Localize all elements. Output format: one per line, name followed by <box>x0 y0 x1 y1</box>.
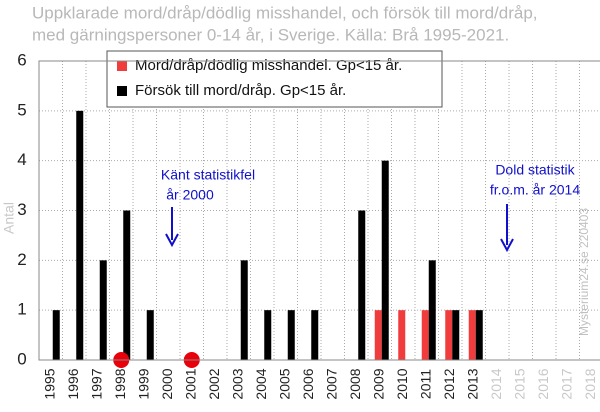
x-tick-label: 2016 <box>535 368 551 399</box>
bar <box>76 110 84 360</box>
x-tick-label: 2006 <box>300 368 316 399</box>
plot-frame <box>38 60 600 361</box>
legend-label: Mord/dråp/dödlig misshandel. Gp<15 år. <box>135 57 402 74</box>
y-tick-label: 1 <box>17 300 26 319</box>
annotation-arrow <box>500 238 514 253</box>
x-tick-label: 2008 <box>347 368 363 399</box>
x-tick-label: 2003 <box>229 368 245 399</box>
chart-title: med gärningspersoner 0-14 år, i Sverige.… <box>32 25 509 44</box>
x-tick-label: 2015 <box>511 368 527 399</box>
legend-label: Försök till mord/dråp. Gp<15 år. <box>135 82 346 99</box>
x-tick-label: 1999 <box>135 368 151 399</box>
annotation: år 2000 <box>166 187 214 203</box>
bar <box>452 310 460 360</box>
grid <box>39 60 600 361</box>
x-tick-label: 2000 <box>159 368 175 399</box>
bar <box>240 260 248 360</box>
bar <box>99 260 107 360</box>
x-tick-label: 2007 <box>323 368 339 399</box>
x-tick-label: 2004 <box>253 368 269 399</box>
x-tick-label: 2014 <box>488 368 504 399</box>
y-tick-label: 2 <box>17 250 26 269</box>
y-tick-label: 5 <box>17 100 26 119</box>
x-tick-label: 2005 <box>276 368 292 399</box>
annotations: Känt statistikfel år 2000 Dold statistik… <box>161 162 580 253</box>
x-tick-label: 2002 <box>206 368 222 399</box>
x-tick-label: 2001 <box>182 368 198 399</box>
x-tick-label: 2013 <box>464 368 480 399</box>
y-tick-label: 4 <box>17 150 26 169</box>
legend-swatch <box>117 61 127 71</box>
bar <box>123 210 131 360</box>
x-tick-label: 2010 <box>394 368 410 399</box>
x-tick-label: 2011 <box>417 369 433 399</box>
x-tick-label: 2018 <box>582 368 598 399</box>
x-tick-label: 1996 <box>65 368 81 399</box>
bar <box>398 310 406 360</box>
watermark: Mysterium24.se 220403 <box>577 208 591 336</box>
annotation: Dold statistik <box>495 162 575 178</box>
bar <box>287 310 295 360</box>
x-tick-label: 1997 <box>88 368 104 399</box>
x-tick-label: 1998 <box>112 368 128 399</box>
annotation: Känt statistikfel <box>161 167 255 183</box>
bar <box>311 310 319 360</box>
bar <box>264 310 272 360</box>
bar <box>52 310 60 360</box>
legend-swatch <box>117 86 127 96</box>
y-tick-label: 6 <box>17 50 26 69</box>
x-tick-label: 2017 <box>558 368 574 399</box>
chart-title: Uppklarade mord/dråp/dödlig misshandel, … <box>32 3 538 22</box>
annotation: fr.o.m. år 2014 <box>490 182 580 198</box>
y-axis-label: Antal <box>1 202 17 234</box>
x-tick-label: 2012 <box>441 368 457 399</box>
legend-box <box>106 50 443 108</box>
marks <box>52 110 483 368</box>
bar <box>374 310 382 360</box>
bar <box>358 210 366 360</box>
bar <box>468 310 476 360</box>
bar <box>428 260 436 360</box>
y-tick-label: 0 <box>17 349 26 368</box>
bar <box>381 160 389 360</box>
annotation-arrow <box>165 233 179 248</box>
x-tick-label: 1995 <box>41 368 57 399</box>
bar <box>146 310 154 360</box>
bar <box>475 310 483 360</box>
x-tick-label: 2009 <box>370 368 386 399</box>
bar <box>445 310 453 360</box>
bar <box>421 310 429 360</box>
y-tick-label: 3 <box>17 200 26 219</box>
